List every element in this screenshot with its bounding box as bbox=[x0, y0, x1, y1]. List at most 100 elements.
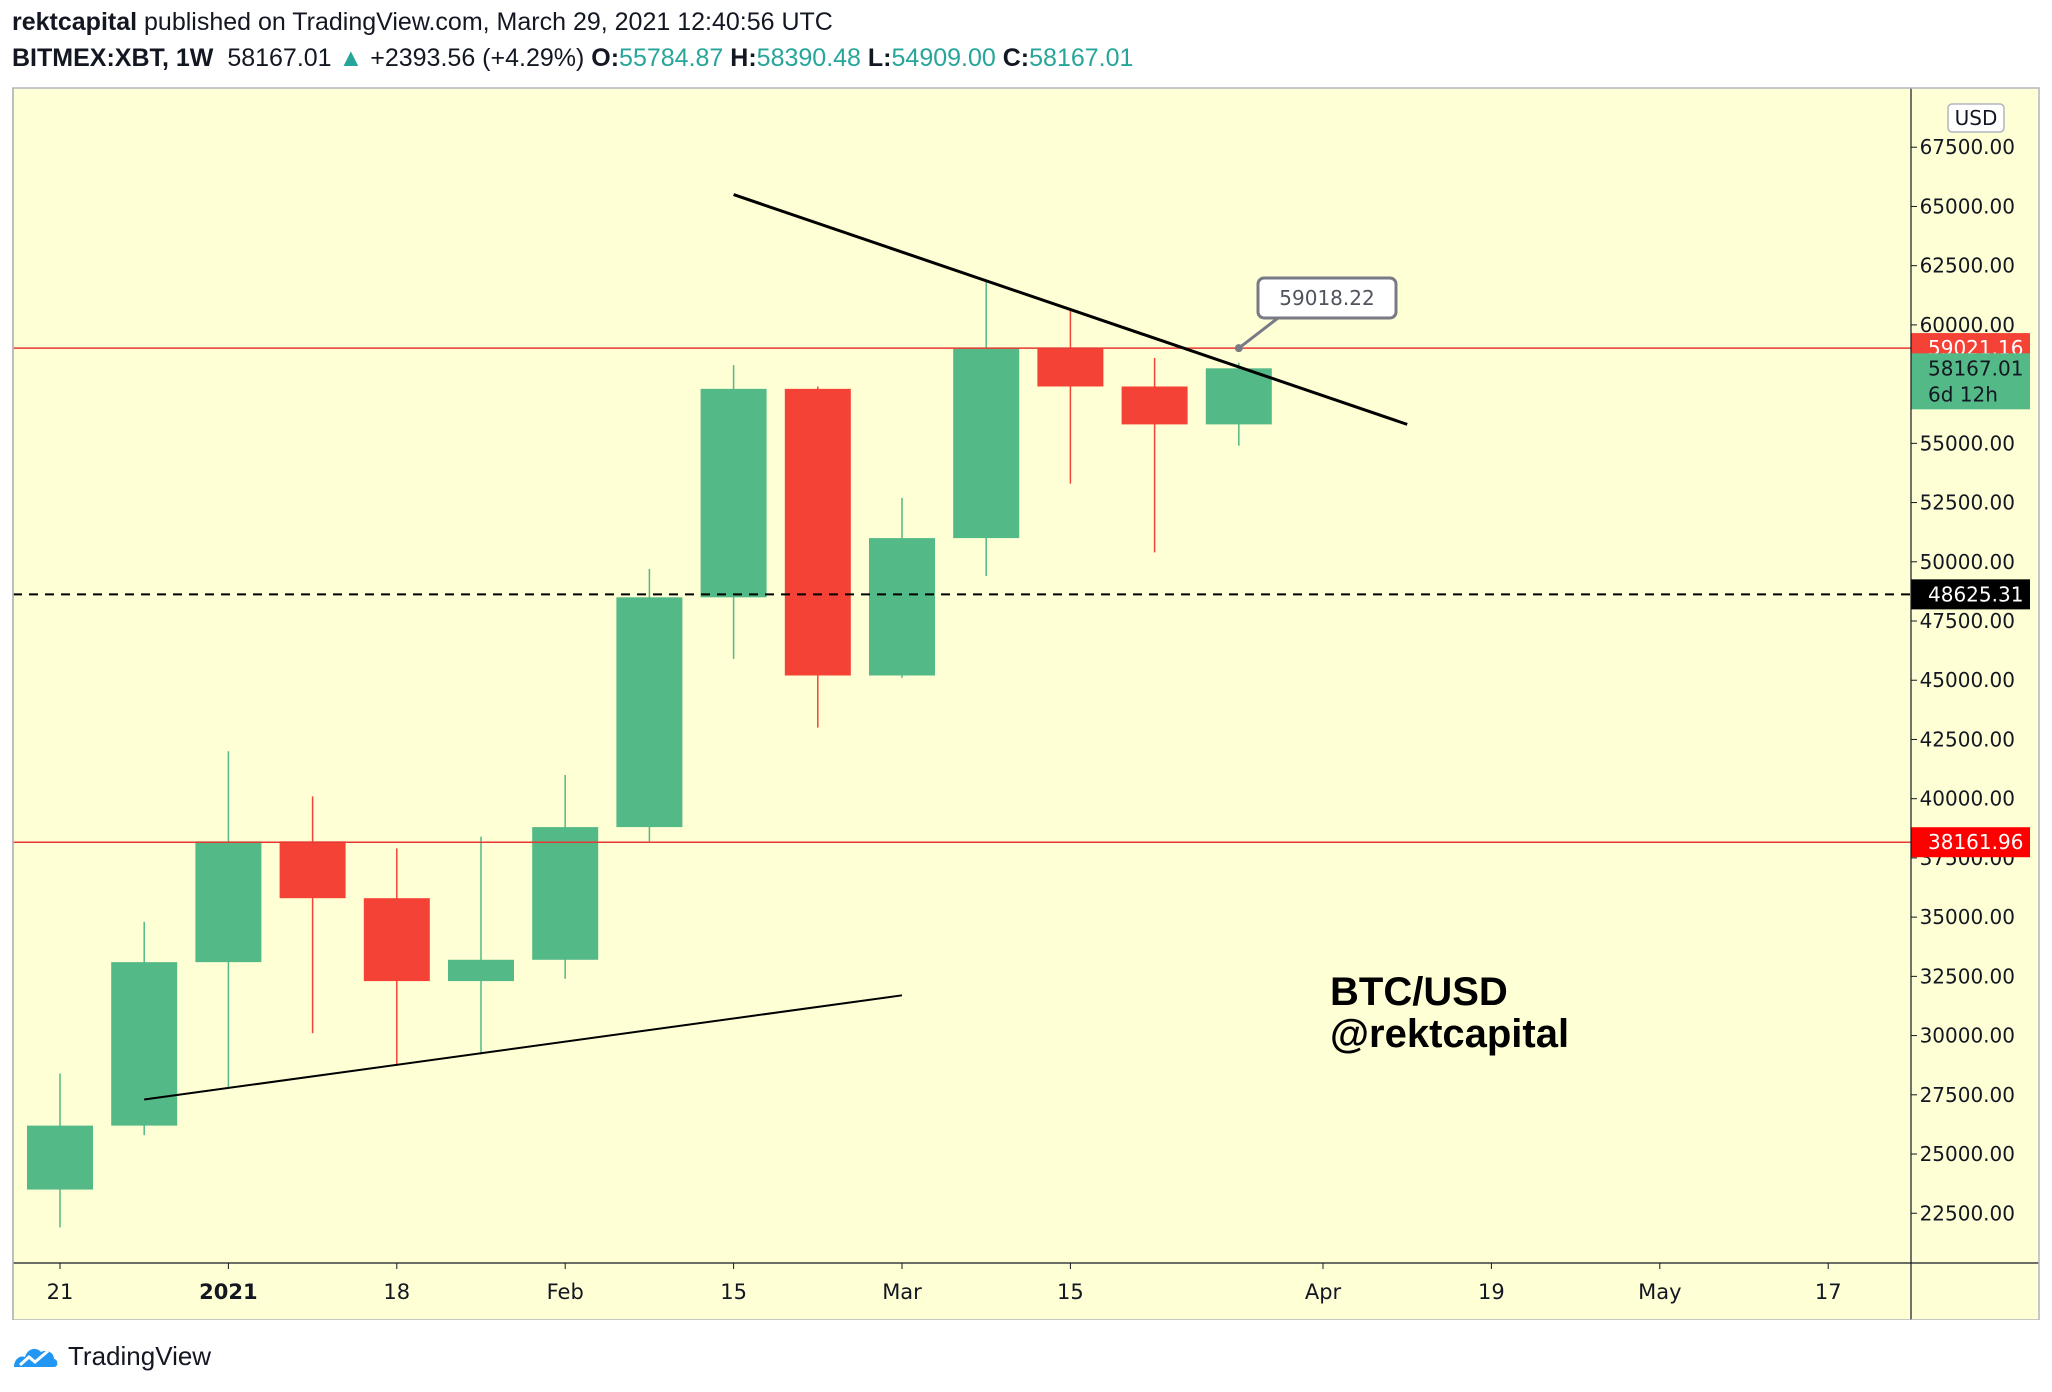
candle-body bbox=[1037, 348, 1104, 387]
up-arrow-icon: ▲ bbox=[338, 44, 364, 72]
x-tick-label: 19 bbox=[1478, 1280, 1505, 1304]
y-tick-label: 25000.00 bbox=[1920, 1142, 2015, 1166]
trendline-0[interactable] bbox=[733, 193, 1408, 426]
author-name[interactable]: rektcapital bbox=[12, 8, 138, 36]
candle-body bbox=[195, 841, 262, 963]
candle-body bbox=[700, 388, 767, 598]
symbol-info-bar: BITMEX:XBT, 1W 58167.01 ▲ +2393.56 (+4.2… bbox=[12, 44, 1133, 73]
price-callout[interactable]: 59018.22 bbox=[1234, 276, 1398, 353]
trendline-1[interactable] bbox=[144, 994, 903, 1101]
x-tick-label: 2021 bbox=[199, 1280, 257, 1304]
x-axis-ticks: 21 2021 18 Feb 15 Mar 15 Apr 19 May 17 bbox=[47, 1263, 1842, 1304]
candle-body bbox=[363, 898, 430, 982]
y-tick-label: 60000.00 bbox=[1920, 313, 2015, 337]
y-tick-label: 35000.00 bbox=[1920, 905, 2015, 929]
close-label: C: bbox=[1002, 44, 1030, 72]
x-tick-label: Mar bbox=[882, 1280, 922, 1304]
published-text: published on TradingView.com, March 29, … bbox=[144, 8, 833, 36]
candle-14[interactable] bbox=[1205, 362, 1272, 446]
watermark-pair: BTC/USD bbox=[1330, 970, 1508, 1014]
y-tick-label: 45000.00 bbox=[1920, 668, 2015, 692]
y-tick-label: 47500.00 bbox=[1920, 609, 2015, 633]
plot-area[interactable] bbox=[13, 88, 1911, 1263]
price-scale[interactable] bbox=[1911, 88, 2039, 1263]
x-tick-label: 15 bbox=[720, 1280, 747, 1304]
candle-4[interactable] bbox=[363, 848, 430, 1065]
countdown-text: 6d 12h bbox=[1928, 382, 1998, 406]
publish-info: rektcapital published on TradingView.com… bbox=[12, 8, 833, 37]
scale-corner bbox=[1911, 1263, 2039, 1320]
candle-6[interactable] bbox=[532, 774, 599, 979]
y-tick-label: 62500.00 bbox=[1920, 254, 2015, 278]
price-tag-2: 48625.31 bbox=[1911, 579, 2030, 610]
candle-5[interactable] bbox=[448, 836, 514, 1055]
price-tag-1: 38161.96 bbox=[1911, 827, 2030, 858]
candle-12[interactable] bbox=[1037, 310, 1104, 484]
price-chart[interactable]: 22500.00 25000.00 27500.00 30000.00 32500.00… bbox=[0, 0, 2052, 1320]
currency-label[interactable]: USD bbox=[1947, 103, 2005, 133]
x-tick-label: May bbox=[1638, 1280, 1681, 1304]
y-tick-label: 30000.00 bbox=[1920, 1024, 2015, 1048]
y-tick-label: 50000.00 bbox=[1920, 550, 2015, 574]
candle-8[interactable] bbox=[700, 365, 767, 659]
brand-label: TradingView bbox=[68, 1340, 212, 1371]
candle-body bbox=[279, 841, 346, 899]
y-tick-label: 52500.00 bbox=[1920, 491, 2015, 515]
high-label: H: bbox=[730, 44, 757, 72]
candle-body bbox=[784, 388, 851, 676]
candle-body bbox=[111, 962, 178, 1126]
y-tick-label: 32500.00 bbox=[1920, 964, 2015, 988]
candle-11[interactable] bbox=[953, 282, 1020, 577]
candle-body bbox=[532, 827, 599, 960]
low-label: L: bbox=[867, 44, 892, 72]
candles-layer bbox=[27, 282, 1272, 1228]
x-tick-label: Apr bbox=[1305, 1280, 1342, 1304]
close-value: 58167.01 bbox=[1029, 44, 1134, 72]
candle-9[interactable] bbox=[784, 386, 851, 728]
candle-0[interactable] bbox=[27, 1073, 93, 1228]
candle-body bbox=[27, 1125, 93, 1190]
tradingview-branding[interactable]: TradingView bbox=[12, 1338, 211, 1374]
high-value: 58390.48 bbox=[756, 44, 861, 72]
time-scale[interactable] bbox=[13, 1263, 1911, 1320]
candle-2[interactable] bbox=[195, 751, 262, 1088]
open-value: 55784.87 bbox=[619, 44, 724, 72]
y-tick-label: 55000.00 bbox=[1920, 431, 2015, 455]
y-tick-label: 27500.00 bbox=[1920, 1083, 2015, 1107]
candle-body bbox=[953, 348, 1020, 539]
price-change: +2393.56 (+4.29%) bbox=[370, 44, 585, 72]
y-tick-label: 65000.00 bbox=[1920, 194, 2015, 218]
currency-text: USD bbox=[1955, 106, 1998, 130]
last-price-text: 58167.01 bbox=[1928, 356, 2023, 380]
last-price: 58167.01 bbox=[227, 44, 332, 72]
tradingview-logo-icon bbox=[14, 1348, 58, 1367]
candle-body bbox=[1121, 386, 1188, 425]
price-tag-text: 48625.31 bbox=[1928, 582, 2023, 606]
x-tick-label: 18 bbox=[383, 1280, 410, 1304]
callout-text: 59018.22 bbox=[1279, 286, 1374, 310]
y-axis-ticks: 22500.00 25000.00 27500.00 30000.00 32500.00… bbox=[1911, 135, 2015, 1225]
symbol-label[interactable]: BITMEX:XBT, 1W bbox=[12, 44, 214, 72]
x-tick-label: 21 bbox=[47, 1280, 74, 1304]
candle-7[interactable] bbox=[616, 568, 683, 842]
x-tick-label: 17 bbox=[1815, 1280, 1842, 1304]
low-value: 54909.00 bbox=[891, 44, 996, 72]
drawings-layer bbox=[13, 193, 1911, 1101]
y-tick-label: 67500.00 bbox=[1920, 135, 2015, 159]
y-tick-label: 42500.00 bbox=[1920, 727, 2015, 751]
candle-body bbox=[1205, 368, 1272, 425]
x-tick-label: 15 bbox=[1057, 1280, 1084, 1304]
candle-body bbox=[448, 959, 514, 982]
candle-10[interactable] bbox=[869, 497, 935, 678]
x-tick-label: Feb bbox=[547, 1280, 584, 1304]
watermark-handle: @rektcapital bbox=[1330, 1012, 1569, 1056]
y-tick-label: 22500.00 bbox=[1920, 1201, 2015, 1225]
candle-1[interactable] bbox=[111, 921, 178, 1136]
price-tag-text: 38161.96 bbox=[1928, 830, 2023, 854]
candle-body bbox=[869, 538, 935, 676]
candle-3[interactable] bbox=[279, 796, 346, 1034]
candle-body bbox=[616, 597, 683, 828]
candle-13[interactable] bbox=[1121, 358, 1188, 553]
